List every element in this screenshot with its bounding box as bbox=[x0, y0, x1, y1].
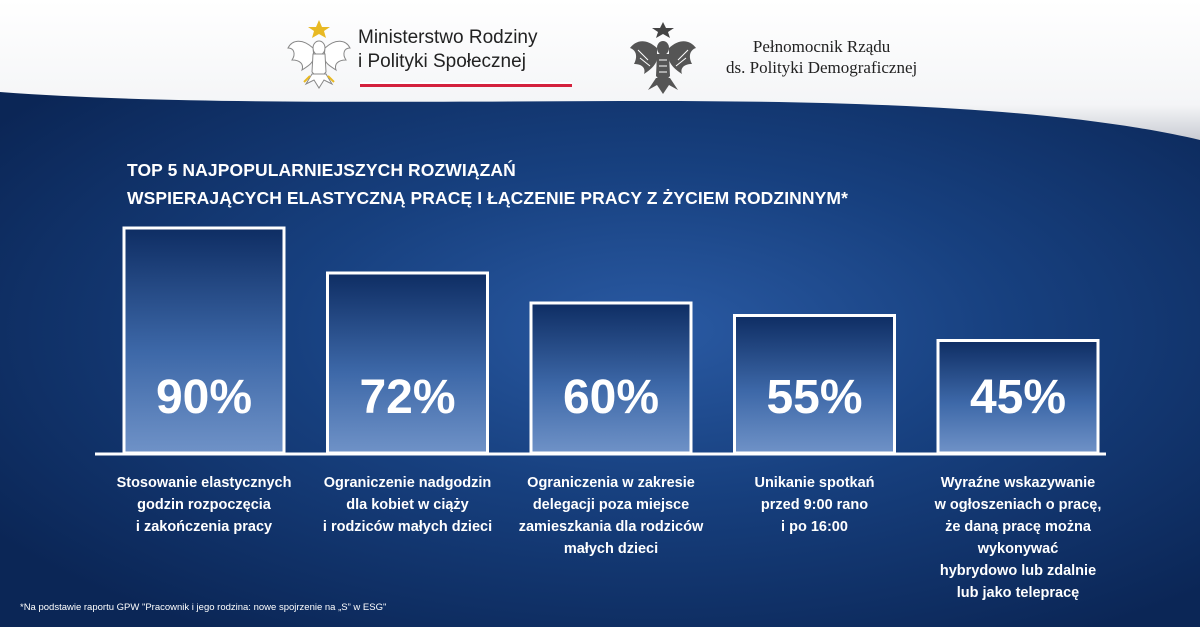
header-wave bbox=[0, 0, 1200, 140]
bar-3 bbox=[529, 301, 693, 455]
category-label-line: dla kobiet w ciąży bbox=[346, 497, 469, 513]
category-label-line: godzin rozpoczęcia bbox=[137, 497, 271, 513]
bar-value-label-1: 90% bbox=[156, 371, 252, 424]
category-label-line: hybrydowo lub zdalnie bbox=[939, 563, 1097, 579]
category-label-line: i rodziców małych dzieci bbox=[322, 519, 493, 535]
category-label-line: Wyraźne wskazywanie bbox=[940, 475, 1096, 491]
category-label-4: Unikanie spotkań przed 9:00 rano i po 16:0… bbox=[700, 472, 930, 538]
category-label-line: małych dzieci bbox=[563, 541, 659, 557]
header: Ministerstwo Rodziny i Polityki Społeczn… bbox=[0, 0, 1200, 150]
bar-value-label-3: 60% bbox=[563, 371, 659, 424]
ministry-logo: Ministerstwo Rodziny i Polityki Społeczn… bbox=[286, 18, 586, 98]
bar-value-label-4: 55% bbox=[766, 371, 862, 424]
ministry-name: Ministerstwo Rodziny i Polityki Społeczn… bbox=[358, 26, 538, 74]
category-label-2: Ograniczenie nadgodzin dla kobiet w ciąży… bbox=[293, 472, 523, 538]
category-label-line: delegacji poza miejsce bbox=[532, 497, 690, 513]
bar-value-label-5: 45% bbox=[970, 371, 1066, 424]
bar-2 bbox=[326, 271, 489, 455]
ministry-name-line2: i Polityki Społecznej bbox=[358, 51, 526, 72]
flag-bar bbox=[360, 82, 572, 87]
bar-5 bbox=[936, 339, 1100, 455]
plenipotentiary-name-line2: ds. Polityki Demograficznej bbox=[726, 58, 918, 77]
category-label-line: przed 9:00 rano bbox=[760, 497, 869, 513]
category-label-line: zamieszkania dla rodziców bbox=[518, 519, 704, 535]
category-label-line: i zakończenia pracy bbox=[135, 519, 273, 535]
footnote: *Na podstawie raportu GPW "Pracownik i j… bbox=[20, 602, 387, 613]
category-label-line: Stosowanie elastycznych bbox=[116, 475, 292, 491]
chart-title-line2: WSPIERAJĄCYCH ELASTYCZNĄ PRACĘ I ŁĄCZENI… bbox=[127, 188, 849, 208]
chart-title-line1: TOP 5 NAJPOPULARNIEJSZYCH ROZWIĄZAŃ bbox=[127, 160, 516, 180]
plenipotentiary-name-line1: Pełnomocnik Rządu bbox=[752, 37, 891, 56]
chart-title: TOP 5 NAJPOPULARNIEJSZYCH ROZWIĄZAŃ WSPI… bbox=[127, 156, 848, 212]
plenipotentiary-logo: Pełnomocnik Rządu ds. Polityki Demografi… bbox=[628, 14, 928, 94]
bar-value-label-2: 72% bbox=[359, 371, 455, 424]
category-label-line: Unikanie spotkań bbox=[754, 475, 875, 491]
category-label-3: Ograniczenia w zakresie delegacji poza mi… bbox=[496, 472, 726, 560]
category-label-5: Wyraźne wskazywanie w ogłoszeniach o prac… bbox=[903, 472, 1133, 604]
category-label-line: Ograniczenia w zakresie bbox=[527, 475, 695, 491]
category-label-line: w ogłoszeniach o pracę, bbox=[934, 497, 1102, 513]
white-eagle-emblem-icon bbox=[287, 20, 351, 89]
ministry-name-line1: Ministerstwo Rodziny bbox=[358, 27, 538, 48]
category-label-line: Ograniczenie nadgodzin bbox=[323, 475, 492, 491]
category-label-line: lub jako telepracę bbox=[956, 585, 1080, 601]
bar-4 bbox=[733, 314, 896, 455]
eagle-coat-of-arms-icon bbox=[630, 22, 696, 94]
category-label-line: i po 16:00 bbox=[781, 519, 848, 535]
category-label-line: że daną pracę można wykonywać bbox=[945, 519, 1091, 557]
plenipotentiary-name: Pełnomocnik Rządu ds. Polityki Demografi… bbox=[726, 36, 917, 78]
category-label-1: Stosowanie elastycznych godzin rozpoczęci… bbox=[89, 472, 319, 538]
